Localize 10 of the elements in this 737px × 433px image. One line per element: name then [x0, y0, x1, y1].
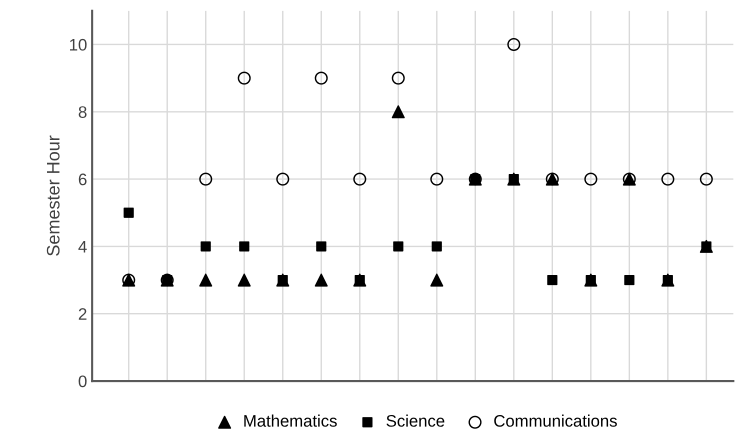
- y-tick-label: 4: [78, 240, 87, 252]
- legend-label: Communications: [494, 414, 617, 427]
- y-tick-label: 2: [78, 308, 86, 320]
- legend-label: Mathematics: [244, 414, 337, 427]
- y-tick-label: 0: [78, 375, 87, 388]
- legend-label: Science: [386, 414, 444, 427]
- y-axis-title: Semester Hour: [46, 136, 60, 256]
- y-tick-label: 8: [78, 106, 87, 118]
- y-tick-label: 6: [78, 174, 87, 186]
- y-tick-label: 10: [70, 38, 87, 51]
